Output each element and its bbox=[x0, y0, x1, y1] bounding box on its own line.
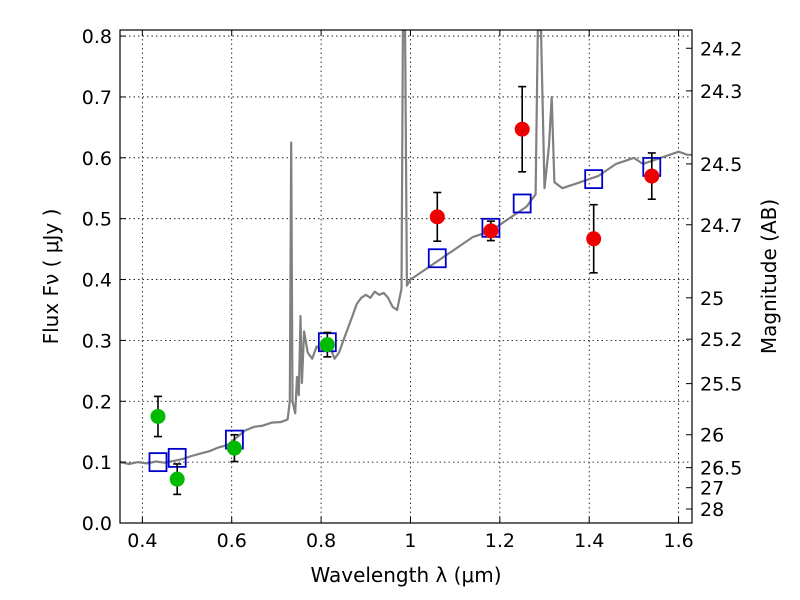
red-point bbox=[429, 209, 445, 225]
model-photometry-square bbox=[512, 193, 532, 214]
magnitude-tick-label: 24.7 bbox=[700, 215, 742, 237]
model-photometry-square bbox=[427, 248, 447, 269]
x-tick-label: 0.8 bbox=[306, 530, 336, 552]
y-tick-label: 0.5 bbox=[82, 209, 112, 231]
plot-area bbox=[120, 30, 692, 496]
x-tick-label: 1.4 bbox=[574, 530, 604, 552]
model-photometry-square bbox=[148, 452, 168, 473]
red-point bbox=[514, 121, 530, 137]
magnitude-tick-label: 24.2 bbox=[700, 38, 742, 60]
model-photometry-square bbox=[584, 169, 604, 190]
green-point bbox=[226, 440, 242, 456]
x-tick-label: 1.6 bbox=[663, 530, 693, 552]
magnitude-tick-label: 26.5 bbox=[700, 458, 742, 480]
magnitude-tick-label: 25.5 bbox=[700, 374, 742, 396]
y-tick-label: 0.4 bbox=[82, 270, 112, 292]
y-tick-label: 0.3 bbox=[82, 330, 112, 352]
x-tick-label: 0.6 bbox=[217, 530, 247, 552]
x-tick-label: 1 bbox=[404, 530, 416, 552]
y-tick-label: 0.7 bbox=[82, 87, 112, 109]
y-tick-label: 0.0 bbox=[82, 513, 112, 535]
x-axis-title: Wavelength λ (μm) bbox=[310, 563, 501, 587]
y-tick-label: 0.8 bbox=[82, 26, 112, 48]
x-tick-label: 1.2 bbox=[485, 530, 515, 552]
axis-ticks: 0.4 0.6 0.8 1 1.2 1.4 1.6 0.0 0.1 0.2 0.3 0.4 0.5 0.6… bbox=[82, 26, 743, 552]
red-point bbox=[644, 168, 660, 184]
plot-series bbox=[120, 30, 692, 496]
y-tick-label: 0.6 bbox=[82, 148, 112, 170]
y2-axis-title: Magnitude (AB) bbox=[757, 199, 781, 354]
magnitude-tick-label: 26 bbox=[700, 425, 724, 447]
y-tick-label: 0.1 bbox=[82, 452, 112, 474]
magnitude-tick-label: 24.3 bbox=[700, 81, 742, 103]
magnitude-tick-label: 25.2 bbox=[700, 329, 742, 351]
y-axis-title: Flux Fν ( μJy ) bbox=[39, 209, 63, 345]
red-point bbox=[483, 223, 499, 239]
magnitude-tick-label: 27 bbox=[700, 478, 724, 500]
green-point bbox=[319, 337, 335, 353]
green-point bbox=[169, 471, 185, 487]
magnitude-tick-label: 24.5 bbox=[700, 154, 742, 176]
grid bbox=[120, 30, 692, 524]
magnitude-tick-label: 28 bbox=[700, 499, 724, 521]
plot-frame bbox=[119, 29, 693, 524]
magnitude-tick-label: 25 bbox=[700, 288, 724, 310]
model-spectrum-line bbox=[120, 30, 692, 466]
red-point bbox=[586, 231, 602, 247]
green-point bbox=[150, 408, 166, 424]
x-tick-label: 0.4 bbox=[127, 530, 157, 552]
y-tick-label: 0.2 bbox=[82, 391, 112, 413]
